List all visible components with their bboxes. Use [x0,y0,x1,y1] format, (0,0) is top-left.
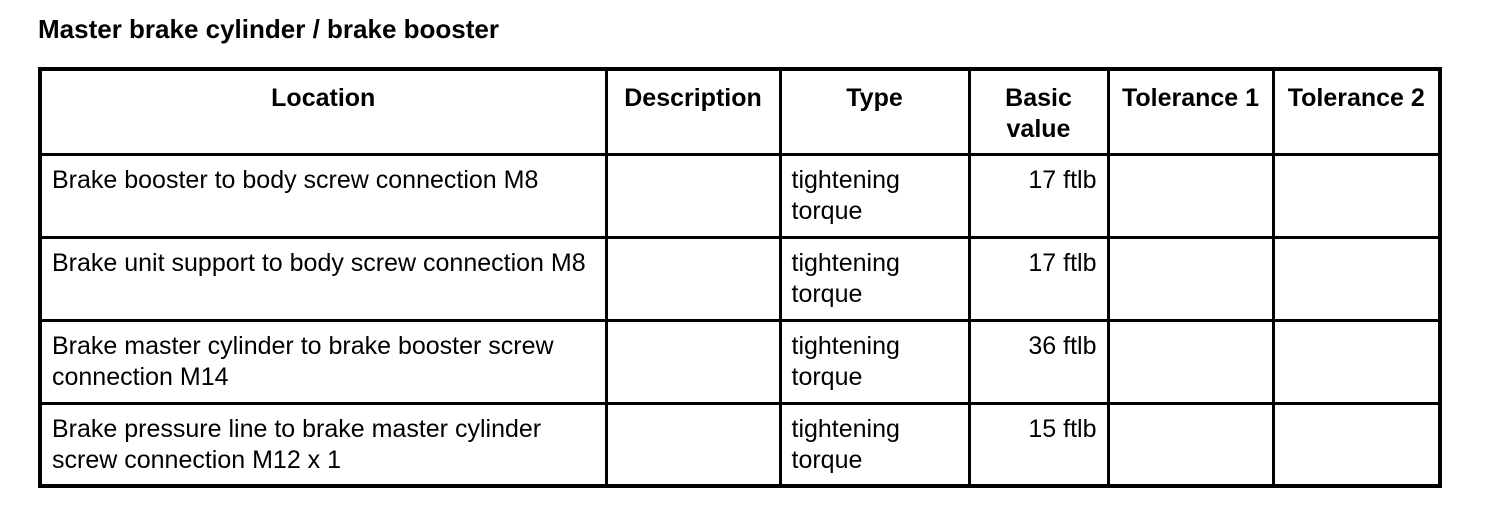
basic-value-cell: 17 ftlb [967,152,1110,239]
description-cell [604,401,782,488]
location-cell: Brake booster to body screw connection M… [38,152,608,239]
tolerance-2-cell [1271,152,1442,239]
header-location: Location [38,67,608,156]
description-cell [604,152,782,239]
table-row: Brake booster to body screw connection M… [38,152,1442,239]
table-row: Brake master cylinder to brake booster s… [38,318,1442,405]
header-tolerance-1: Tolerance 1 [1106,67,1275,156]
location-cell: Brake master cylinder to brake booster s… [38,318,608,405]
type-cell: tightening torque [778,152,971,239]
tolerance-1-cell [1106,401,1275,488]
tolerance-2-cell [1271,318,1442,405]
header-description: Description [604,67,782,156]
location-cell: Brake unit support to body screw connect… [38,235,608,322]
description-cell [604,235,782,322]
description-cell [604,318,782,405]
type-cell: tightening torque [778,318,971,405]
tolerance-2-cell [1271,401,1442,488]
page-title: Master brake cylinder / brake booster [38,14,499,44]
header-type: Type [778,67,971,156]
torque-spec-table: Location Description Type Basic value To… [38,67,1442,488]
tolerance-2-cell [1271,235,1442,322]
header-row: Location Description Type Basic value To… [38,67,1442,156]
type-cell: tightening torque [778,401,971,488]
table-row: Brake pressure line to brake master cyli… [38,401,1442,488]
basic-value-cell: 15 ftlb [967,401,1110,488]
tolerance-1-cell [1106,235,1275,322]
tolerance-1-cell [1106,152,1275,239]
basic-value-cell: 36 ftlb [967,318,1110,405]
header-basic-value: Basic value [967,67,1110,156]
table-row: Brake unit support to body screw connect… [38,235,1442,322]
header-tolerance-2: Tolerance 2 [1271,67,1442,156]
basic-value-cell: 17 ftlb [967,235,1110,322]
location-cell: Brake pressure line to brake master cyli… [38,401,608,488]
type-cell: tightening torque [778,235,971,322]
tolerance-1-cell [1106,318,1275,405]
